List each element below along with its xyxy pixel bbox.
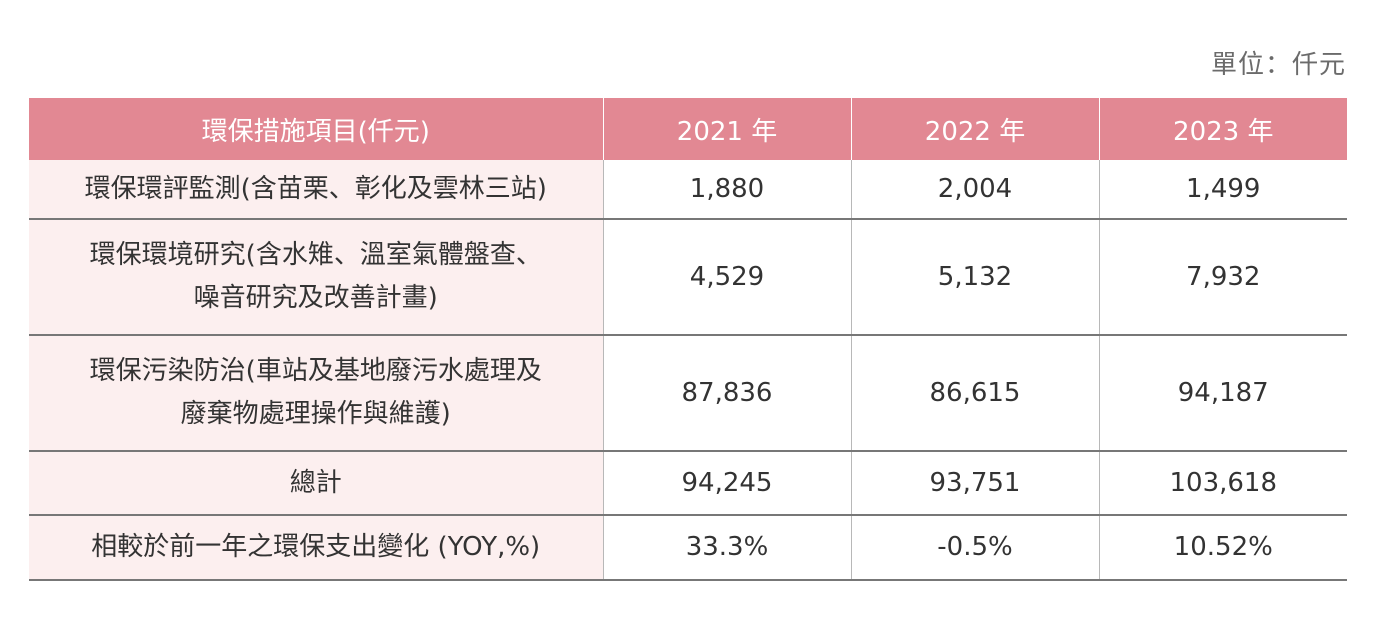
unit-label: 單位：仟元 xyxy=(1210,50,1346,80)
cell-2022: -0.5% xyxy=(850,514,1099,581)
row-item-label-line1: 環保污染防治(車站及基地廢污水處理及 xyxy=(89,356,542,386)
table-header-row: 環保措施項目(仟元) 2021 年 2022 年 2023 年 xyxy=(29,98,1347,160)
table-row: 環保環境研究(含水雉、溫室氣體盤查、 噪音研究及改善計畫) 4,529 5,13… xyxy=(29,218,1347,335)
row-item-label-line1: 環保環境研究(含水雉、溫室氣體盤查、 xyxy=(89,240,542,270)
table-row-total: 總計 94,245 93,751 103,618 xyxy=(29,450,1347,515)
cell-2021: 1,880 xyxy=(602,160,851,219)
table-row: 環保污染防治(車站及基地廢污水處理及 廢棄物處理操作與維護) 87,836 86… xyxy=(29,334,1347,451)
cell-2023: 10.52% xyxy=(1098,514,1347,581)
row-item-label: 相較於前一年之環保支出變化 (YOY,%) xyxy=(29,514,603,581)
cell-2023: 7,932 xyxy=(1098,218,1347,335)
cell-2022: 86,615 xyxy=(850,334,1099,451)
header-2022: 2022 年 xyxy=(850,98,1099,160)
cell-2022: 93,751 xyxy=(850,450,1099,515)
cell-2021: 4,529 xyxy=(602,218,851,335)
cell-2021: 33.3% xyxy=(602,514,851,581)
row-item-label-line2: 噪音研究及改善計畫) xyxy=(193,283,438,313)
table-row-yoy: 相較於前一年之環保支出變化 (YOY,%) 33.3% -0.5% 10.52% xyxy=(29,514,1347,581)
cell-2021: 87,836 xyxy=(602,334,851,451)
row-item-label-line2: 廢棄物處理操作與維護) xyxy=(180,399,451,429)
header-item: 環保措施項目(仟元) xyxy=(29,98,603,160)
header-2021: 2021 年 xyxy=(602,98,851,160)
cell-2022: 5,132 xyxy=(850,218,1099,335)
table-row: 環保環評監測(含苗栗、彰化及雲林三站) 1,880 2,004 1,499 xyxy=(29,160,1347,219)
header-2023: 2023 年 xyxy=(1098,98,1347,160)
cell-2022: 2,004 xyxy=(850,160,1099,219)
cell-2023: 103,618 xyxy=(1098,450,1347,515)
cell-2023: 94,187 xyxy=(1098,334,1347,451)
row-item-label: 環保污染防治(車站及基地廢污水處理及 廢棄物處理操作與維護) xyxy=(29,334,603,451)
row-item-label: 環保環評監測(含苗栗、彰化及雲林三站) xyxy=(29,160,603,219)
environmental-expenditure-table: 環保措施項目(仟元) 2021 年 2022 年 2023 年 環保環評監測(含… xyxy=(29,98,1347,581)
row-item-label: 環保環境研究(含水雉、溫室氣體盤查、 噪音研究及改善計畫) xyxy=(29,218,603,335)
row-item-label: 總計 xyxy=(29,450,603,515)
cell-2023: 1,499 xyxy=(1098,160,1347,219)
cell-2021: 94,245 xyxy=(602,450,851,515)
